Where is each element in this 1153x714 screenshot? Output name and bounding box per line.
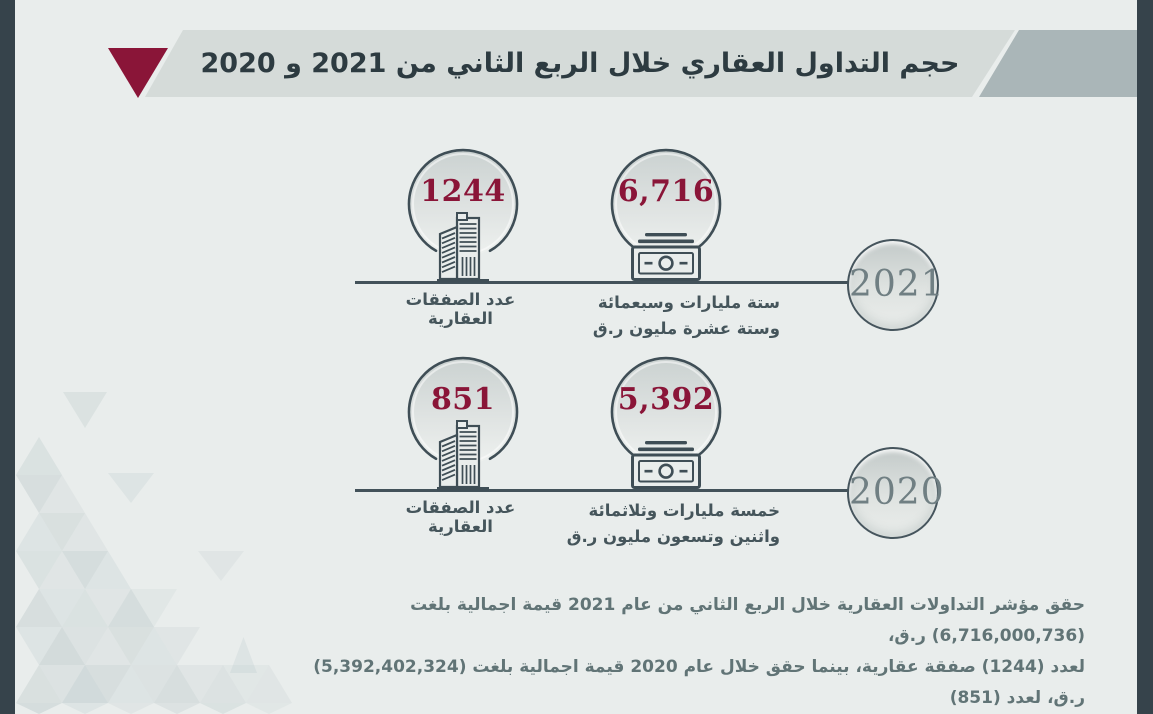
year-badge-2021: 2021 — [847, 239, 944, 331]
footer-line-1: حقق مؤشر التداولات العقارية خلال الربع ا… — [410, 595, 1085, 646]
left-frame-border — [0, 0, 15, 714]
value-words-line2: وستة عشرة مليون ر.ق — [592, 319, 780, 338]
year-label: 2020 — [849, 472, 945, 513]
deals-label: عدد الصفقات العقارية — [405, 290, 516, 328]
footer-paragraph: حقق مؤشر التداولات العقارية خلال الربع ا… — [285, 590, 1085, 714]
value-amount: 5,392 — [617, 382, 715, 417]
deals-count: 1244 — [420, 174, 506, 209]
deals-label: عدد الصفقات العقارية — [405, 498, 516, 536]
triangle-mosaic-decoration — [16, 392, 292, 714]
deals-circle — [407, 356, 519, 491]
value-words-line1: خمسة مليارات وثلاثمائة — [588, 501, 781, 520]
value-circle — [610, 356, 722, 489]
value-label: ستة مليارات وسبعمائة وستة عشرة مليون ر.ق — [560, 290, 780, 342]
year-badge-2020: 2020 — [847, 447, 944, 539]
deals-circle — [407, 148, 519, 283]
connector-line — [355, 281, 848, 284]
value-amount: 6,716 — [617, 174, 715, 209]
value-label: خمسة مليارات وثلاثمائة واثنين وتسعون ملي… — [560, 498, 780, 550]
value-words-line1: ستة مليارات وسبعمائة — [597, 293, 780, 312]
year-label: 2021 — [849, 264, 945, 305]
building-icon — [437, 212, 489, 283]
banknote-icon — [631, 441, 701, 489]
right-frame-border — [1137, 0, 1153, 714]
deals-count: 851 — [430, 382, 496, 417]
header-banner: حجم التداول العقاري خلال الربع الثاني من… — [145, 30, 1015, 97]
building-icon — [437, 420, 489, 491]
value-words-line2: واثنين وتسعون مليون ر.ق — [566, 527, 780, 546]
page-title: حجم التداول العقاري خلال الربع الثاني من… — [200, 48, 960, 79]
connector-line — [355, 489, 848, 492]
timeline-row-2021: 1244 6,716 2021 عدد الصفقات العقارية ستة… — [0, 147, 1153, 392]
footer-line-2: لعدد (1244) صفقة عقارية، بينما حقق خلال … — [313, 657, 1085, 708]
value-circle — [610, 148, 722, 281]
timeline-row-2020: 851 5,392 2020 عدد الصفقات العقارية خمسة… — [0, 355, 1153, 600]
banknote-icon — [631, 233, 701, 281]
